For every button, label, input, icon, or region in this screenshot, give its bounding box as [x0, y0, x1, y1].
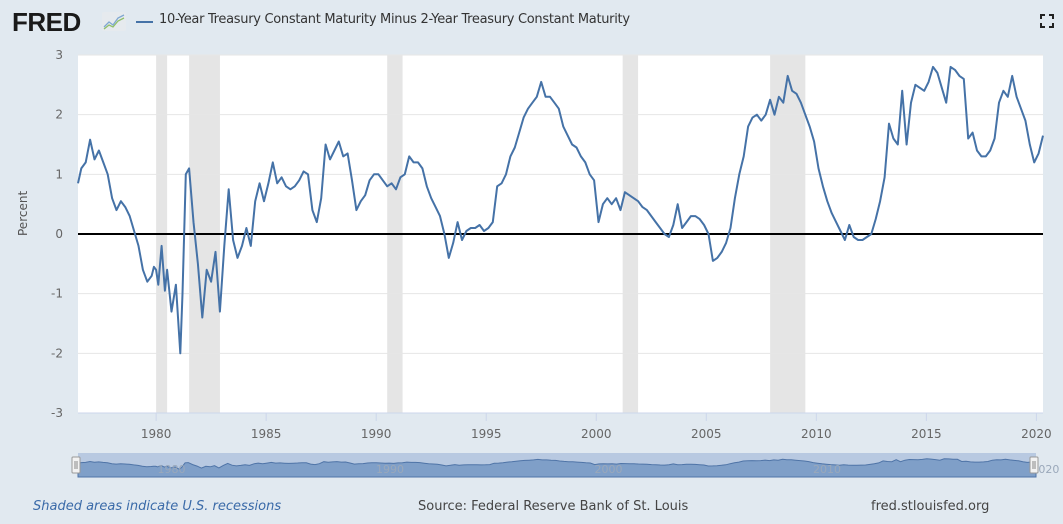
- legend-series-label[interactable]: 10-Year Treasury Constant Maturity Minus…: [159, 12, 630, 27]
- y-axis-label: Percent: [16, 190, 30, 236]
- x-tick-label: 2000: [581, 427, 612, 441]
- chart-header: FRED 10-Year Treasury Constant Maturity …: [0, 0, 1063, 42]
- range-navigator[interactable]: 1980 1990 2000 2010 2020: [71, 453, 1060, 478]
- x-tick-label: 1985: [251, 427, 282, 441]
- y-tick-label: -1: [51, 287, 63, 301]
- y-tick-label: 3: [55, 48, 63, 62]
- y-axis-ticks: -3 -2 -1 0 1 2 3: [51, 48, 63, 420]
- x-tick-label: 2015: [911, 427, 942, 441]
- y-tick-label: 2: [55, 108, 63, 122]
- navigator-area: [77, 458, 1037, 478]
- legend-series-swatch: [136, 21, 153, 23]
- site-link[interactable]: fred.stlouisfed.org: [871, 499, 990, 514]
- y-tick-label: -3: [51, 406, 63, 420]
- fred-logo[interactable]: FRED: [12, 7, 81, 37]
- x-tick-label: 1995: [471, 427, 502, 441]
- x-axis-ticks: 1980 1985 1990 1995 2000 2005 2010 2015 2020: [78, 412, 1052, 441]
- x-tick-label: 2010: [801, 427, 832, 441]
- y-tick-label: -2: [51, 346, 63, 360]
- navigator-labels: 1980 1990 2000 2010 2020: [158, 463, 1060, 476]
- source-text: Source: Federal Reserve Bank of St. Loui…: [418, 499, 689, 514]
- series-line[interactable]: [77, 65, 1044, 355]
- navigator-year-label: 2010: [813, 463, 841, 476]
- range-handle-left-icon[interactable]: [71, 456, 81, 474]
- y-tick-label: 1: [55, 167, 63, 181]
- range-handle-right-icon[interactable]: [1029, 456, 1039, 474]
- fred-chart-logo-icon: [102, 12, 126, 31]
- recession-note: Shaded areas indicate U.S. recessions: [33, 499, 282, 514]
- x-tick-label: 2020: [1021, 427, 1052, 441]
- fullscreen-icon[interactable]: [1040, 13, 1054, 28]
- navigator-year-label: 2000: [595, 463, 623, 476]
- navigator-year-label: 1990: [376, 463, 404, 476]
- x-tick-label: 1990: [361, 427, 392, 441]
- y-tick-label: 0: [55, 227, 63, 241]
- x-tick-label: 2005: [691, 427, 722, 441]
- x-tick-label: 1980: [141, 427, 172, 441]
- navigator-year-label: 1980: [158, 463, 186, 476]
